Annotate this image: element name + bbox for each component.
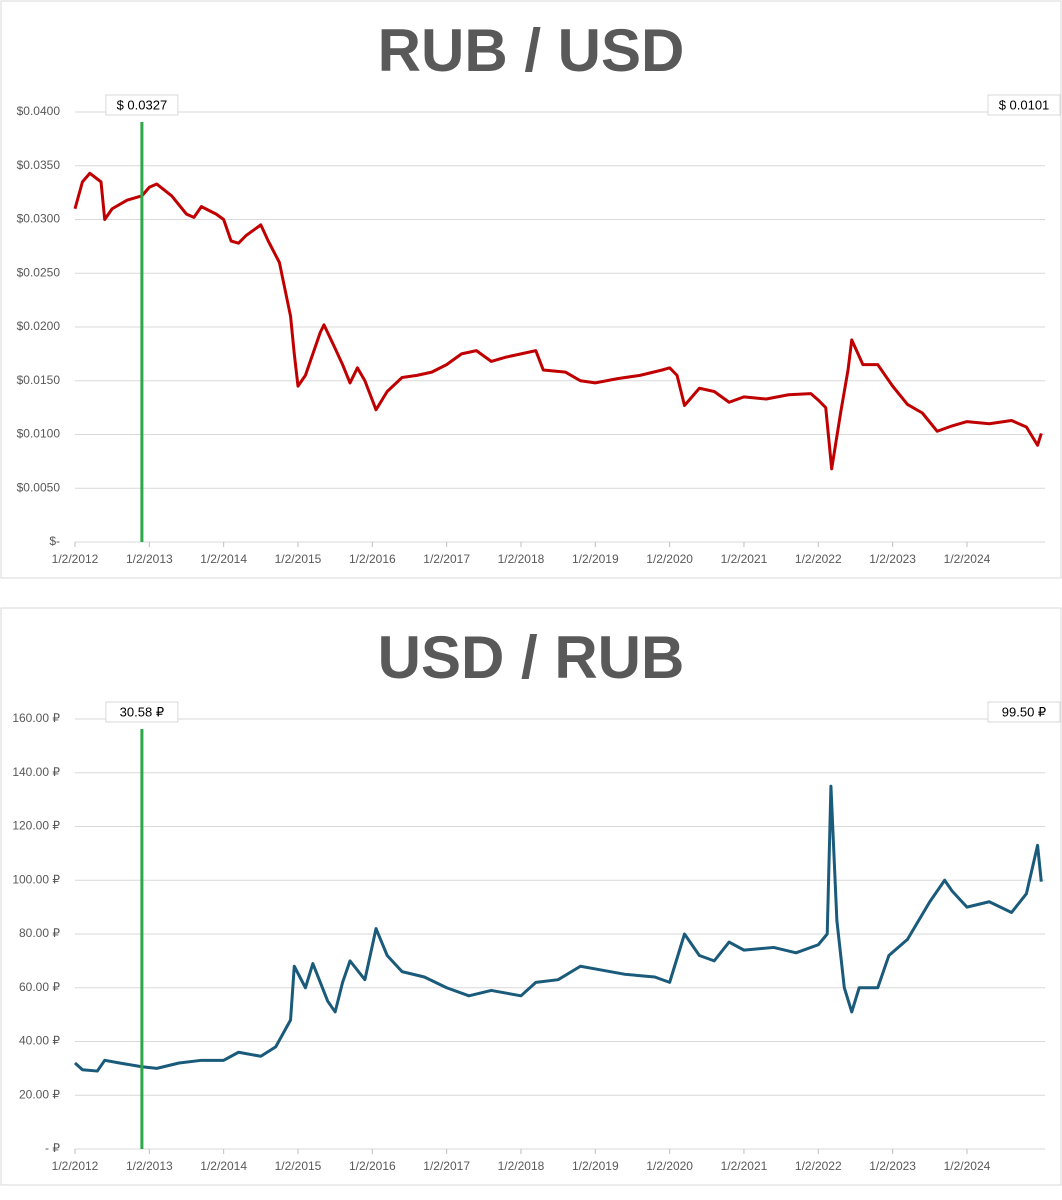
- x-tick-label: 1/2/2016: [349, 552, 396, 566]
- x-tick-label: 1/2/2020: [646, 552, 693, 566]
- y-tick-label: 60.00 ₽: [19, 980, 60, 994]
- chart-title: RUB / USD: [378, 17, 685, 84]
- y-tick-label: 140.00 ₽: [12, 765, 60, 779]
- y-tick-label: $-: [49, 534, 60, 548]
- x-tick-label: 1/2/2019: [572, 552, 619, 566]
- x-tick-label: 1/2/2014: [200, 1159, 247, 1173]
- x-tick-label: 1/2/2022: [795, 552, 842, 566]
- y-tick-label: $0.0050: [17, 480, 61, 494]
- x-tick-label: 1/2/2015: [275, 1159, 322, 1173]
- y-tick-label: 40.00 ₽: [19, 1034, 60, 1048]
- panel-border: [0, 0, 1062, 579]
- x-tick-label: 1/2/2023: [869, 552, 916, 566]
- x-tick-label: 1/2/2015: [275, 552, 322, 566]
- x-tick-label: 1/2/2023: [869, 1159, 916, 1173]
- annotation-label: $ 0.0101: [999, 97, 1050, 112]
- y-tick-label: 160.00 ₽: [12, 711, 60, 725]
- annotation-box: [105, 94, 179, 116]
- chart: USD / RUB - ₽ 20.00 ₽ 40.00 ₽ 60.00 ₽ 80.00 …: [0, 607, 1062, 1186]
- x-tick-label: 1/2/2021: [721, 552, 768, 566]
- y-tick-label: $0.0200: [17, 319, 61, 333]
- x-tick-label: 1/2/2021: [721, 1159, 768, 1173]
- x-tick-label: 1/2/2012: [52, 1159, 99, 1173]
- y-tick-label: 120.00 ₽: [12, 819, 60, 833]
- y-tick-label: $0.0400: [17, 104, 61, 118]
- y-tick-label: $0.0300: [17, 212, 61, 226]
- x-tick-label: 1/2/2016: [349, 1159, 396, 1173]
- x-tick-label: 1/2/2013: [126, 1159, 173, 1173]
- y-tick-label: 100.00 ₽: [12, 872, 60, 886]
- y-tick-label: 20.00 ₽: [19, 1087, 60, 1101]
- panel-border: [0, 607, 1062, 1186]
- y-tick-label: $0.0250: [17, 265, 61, 279]
- x-tick-label: 1/2/2020: [646, 1159, 693, 1173]
- annotation-label: 30.58 ₽: [120, 704, 164, 719]
- chart-title: USD / RUB: [378, 624, 685, 691]
- y-tick-label: $0.0150: [17, 373, 61, 387]
- data-line: [73, 171, 1043, 471]
- x-tick-label: 1/2/2013: [126, 552, 173, 566]
- x-tick-label: 1/2/2018: [498, 1159, 545, 1173]
- annotation-label: $ 0.0327: [117, 97, 168, 112]
- chart: RUB / USD $- $0.0050 $0.0100 $0.0150 $0.0200 $…: [0, 0, 1062, 579]
- annotation-label: 99.50 ₽: [1002, 704, 1046, 719]
- x-tick-label: 1/2/2024: [944, 1159, 991, 1173]
- x-tick-label: 1/2/2024: [944, 552, 991, 566]
- y-tick-label: - ₽: [45, 1141, 60, 1155]
- annotation-box: [105, 701, 179, 723]
- x-tick-label: 1/2/2017: [423, 1159, 470, 1173]
- x-tick-label: 1/2/2022: [795, 1159, 842, 1173]
- data-line: [73, 784, 1043, 1073]
- annotation-box: [987, 94, 1061, 116]
- x-tick-label: 1/2/2017: [423, 552, 470, 566]
- x-tick-label: 1/2/2012: [52, 552, 99, 566]
- x-tick-label: 1/2/2018: [498, 552, 545, 566]
- x-tick-label: 1/2/2019: [572, 1159, 619, 1173]
- y-tick-label: $0.0100: [17, 427, 61, 441]
- y-tick-label: 80.00 ₽: [19, 926, 60, 940]
- x-tick-label: 1/2/2014: [200, 552, 247, 566]
- annotation-box: [987, 701, 1061, 723]
- y-tick-label: $0.0350: [17, 158, 61, 172]
